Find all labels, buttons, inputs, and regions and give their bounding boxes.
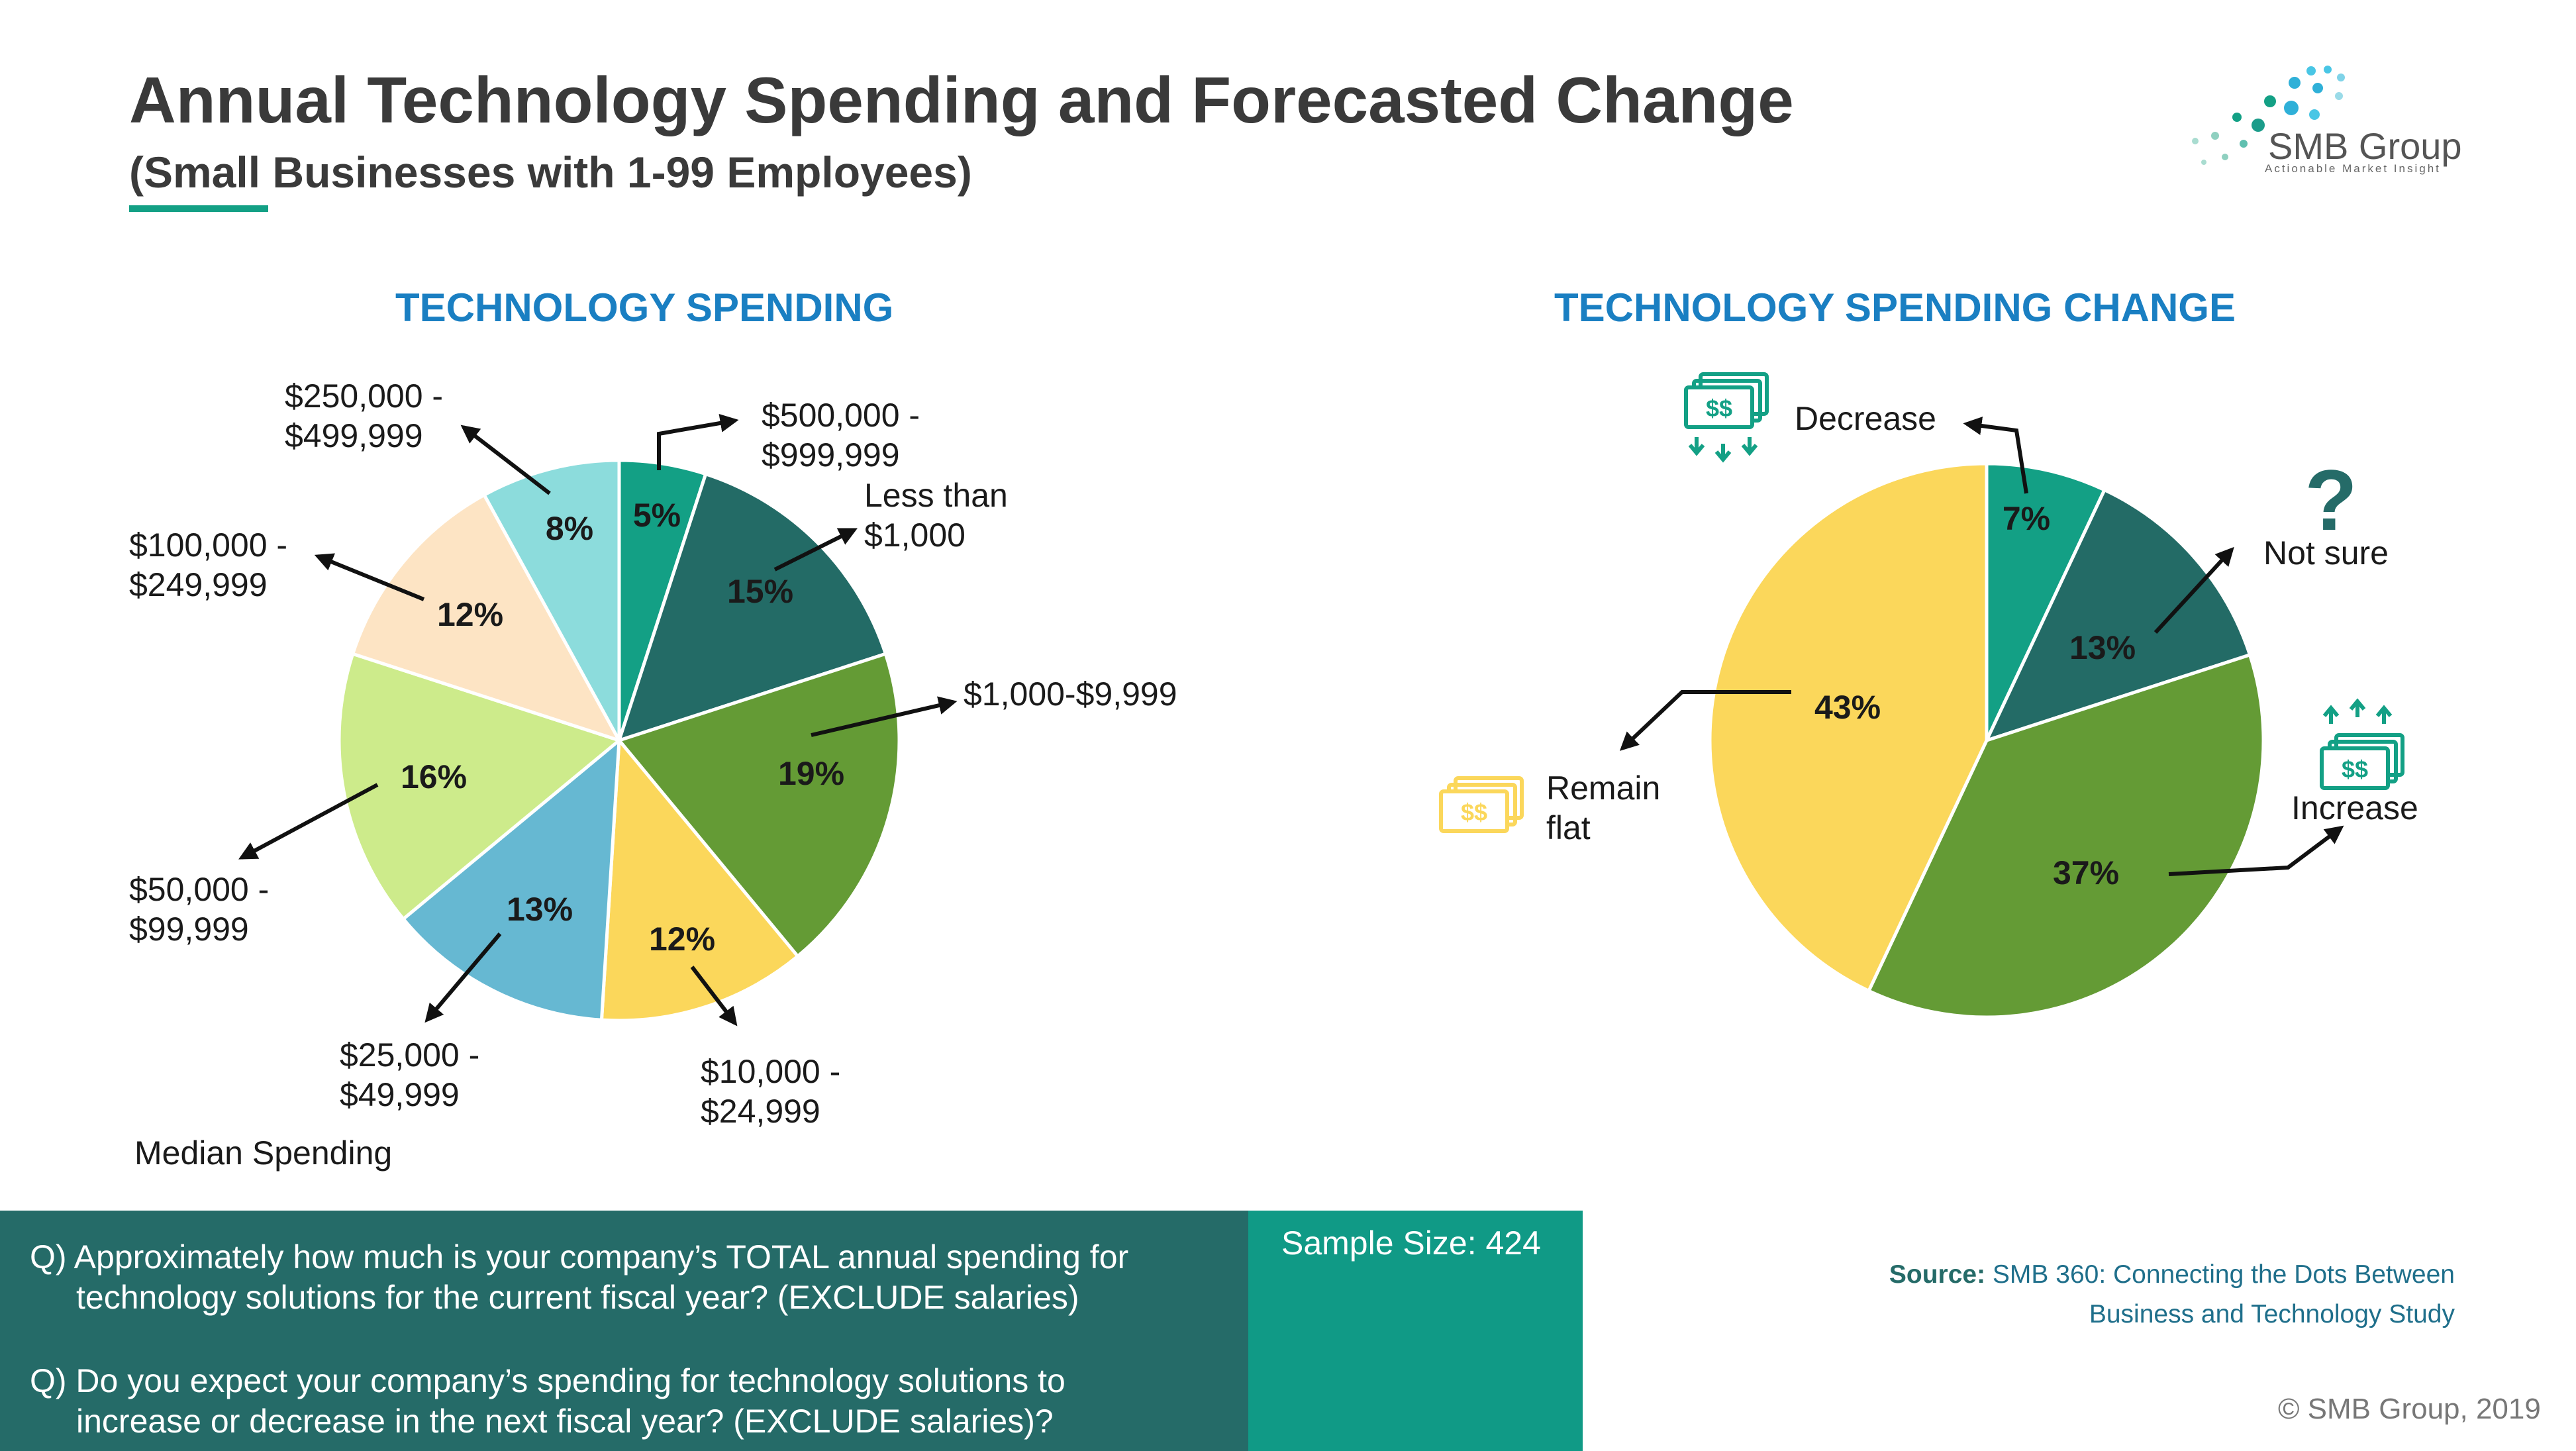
chart1-title: TECHNOLOGY SPENDING	[395, 285, 894, 330]
question-2-line-1: Q) Do you expect your company’s spending…	[30, 1362, 1065, 1399]
source-line-2: Business and Technology Study	[2089, 1300, 2455, 1328]
chart2-title: TECHNOLOGY SPENDING CHANGE	[1554, 285, 2236, 330]
title-underline	[129, 205, 268, 212]
leader-25000	[424, 932, 502, 1023]
pct-less-1000: 15%	[727, 573, 793, 610]
copyright: © SMB Group, 2019	[2278, 1393, 2541, 1425]
source-line-1: Source: SMB 360: Connecting the Dots Bet…	[1889, 1255, 2455, 1295]
source-label: Source:	[1889, 1260, 1986, 1289]
logo-name: SMB Group	[2268, 125, 2462, 167]
label-100000: $100,000 - $249,999	[129, 526, 288, 603]
question-1-line-1: Q) Approximately how much is your compan…	[30, 1238, 1129, 1276]
label-10000: $10,000 - $24,999	[701, 1053, 841, 1130]
source-text-1: SMB 360: Connecting the Dots Between	[1992, 1260, 2455, 1289]
leader-not-sure	[2154, 546, 2234, 634]
leader-1000-9999	[811, 696, 958, 737]
label-less-1000: Less than $1,000	[864, 477, 1008, 554]
leader-100000	[314, 553, 425, 601]
svg-text:$$: $$	[2342, 756, 2368, 783]
label-500k: $500,000 - $999,999	[762, 397, 920, 474]
chart1-leaders	[238, 414, 958, 1026]
median-spending-label: Median Spending	[134, 1134, 393, 1172]
money-up-icon: $$	[2320, 698, 2404, 790]
leader-250000	[460, 425, 551, 495]
pct-remain-flat: 43%	[1814, 689, 1881, 726]
change-slice-2	[1983, 487, 2252, 744]
pct-500k: 5%	[633, 497, 681, 534]
label-remain-flat: Remain flat	[1546, 770, 1661, 846]
change-slice-1	[1985, 462, 2107, 742]
questions-panel	[0, 1211, 1248, 1451]
spending-pie	[337, 458, 901, 1023]
spending-change-pie	[1708, 462, 2265, 1019]
svg-text:$$: $$	[1461, 799, 1487, 826]
leader-50000	[238, 783, 379, 860]
spending-slice-7	[350, 492, 623, 744]
page-title: Annual Technology Spending and Forecaste…	[129, 64, 1794, 136]
spending-slice-8	[481, 458, 621, 742]
label-not-sure: Not sure	[2263, 534, 2389, 572]
change-slice-4	[1708, 462, 1989, 993]
smb-logo-icon	[2192, 66, 2345, 165]
label-increase: Increase	[2291, 789, 2418, 826]
pct-50000: 16%	[401, 758, 467, 795]
label-1000-9999: $1,000-$9,999	[964, 675, 1177, 713]
label-250000: $250,000 - $499,999	[285, 377, 444, 454]
spending-slice-4	[599, 736, 801, 1023]
leader-500k	[657, 414, 739, 470]
change-slice-3	[1866, 652, 2265, 1019]
chart2-leaders	[1619, 417, 2344, 876]
svg-text:$$: $$	[1706, 395, 1732, 422]
leader-increase	[2168, 825, 2344, 876]
money-flat-icon: $$	[1439, 776, 1524, 833]
spending-slice-5	[401, 736, 621, 1022]
svg-text:?: ?	[2304, 452, 2357, 548]
money-down-icon: $$	[1684, 372, 1769, 463]
page-subtitle: (Small Businesses with 1-99 Employees)	[129, 148, 972, 197]
question-2-line-2: increase or decrease in the next fiscal …	[76, 1403, 1054, 1440]
pct-not-sure: 13%	[2069, 629, 2136, 666]
pct-1000-9999: 19%	[778, 755, 844, 792]
question-1-line-2: technology solutions for the current fis…	[76, 1279, 1079, 1316]
pct-100000: 12%	[437, 596, 503, 633]
label-50000: $50,000 - $99,999	[129, 871, 270, 948]
spending-slice-6	[337, 652, 623, 922]
question-mark-icon: ?	[2304, 452, 2357, 548]
sample-size: Sample Size: 424	[1281, 1225, 1541, 1262]
leader-remain-flat	[1619, 690, 1791, 751]
pct-250000: 8%	[546, 510, 593, 547]
leader-less-1000	[773, 528, 858, 572]
pct-10000: 12%	[649, 921, 715, 958]
label-25000: $25,000 - $49,999	[340, 1036, 480, 1113]
pct-increase: 37%	[2053, 854, 2119, 891]
label-decrease: Decrease	[1795, 400, 1936, 437]
leader-10000	[690, 966, 738, 1026]
pct-25000: 13%	[507, 891, 573, 928]
pct-decrease: 7%	[2003, 500, 2050, 537]
leader-decrease	[1963, 417, 2028, 494]
sample-panel	[1248, 1211, 1583, 1451]
logo-tagline: Actionable Market Insight	[2265, 162, 2441, 175]
